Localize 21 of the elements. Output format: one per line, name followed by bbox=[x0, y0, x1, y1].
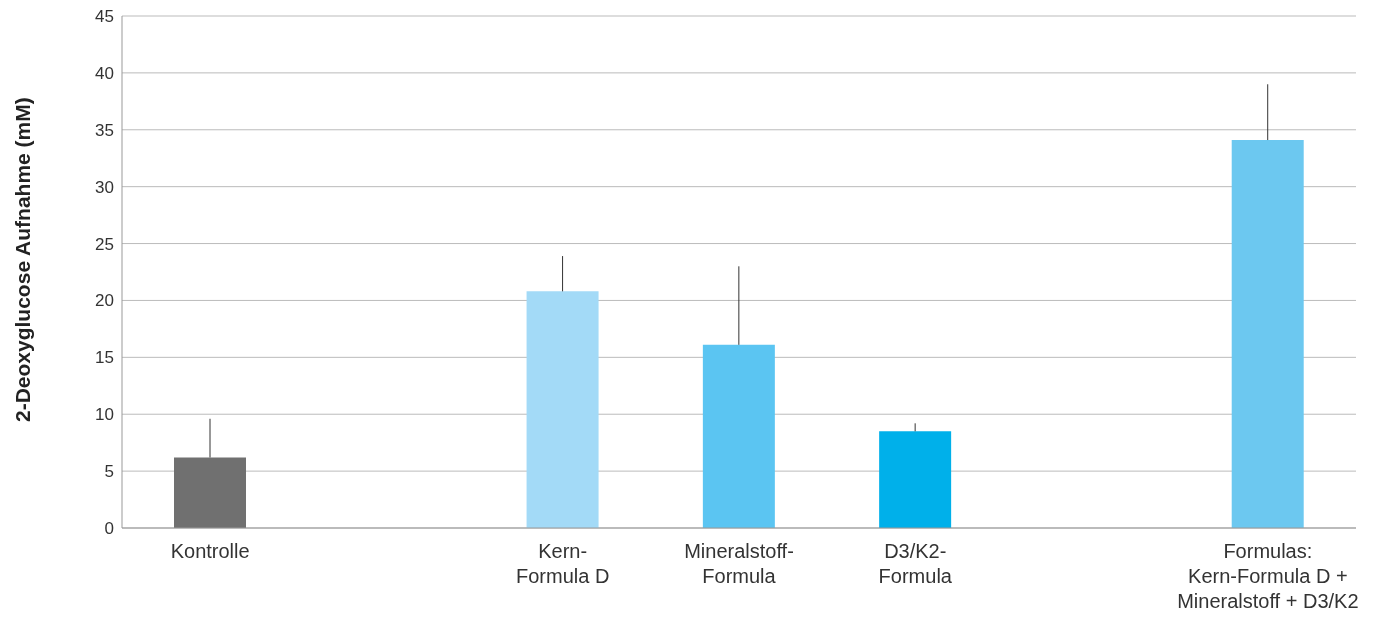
y-axis-title: 2-Deoxyglucose Aufnahme (mM) bbox=[11, 97, 35, 422]
y-tick-label: 5 bbox=[104, 462, 114, 482]
y-tick-label: 15 bbox=[95, 348, 114, 368]
bar bbox=[1231, 140, 1304, 528]
y-tick-label: 45 bbox=[95, 7, 114, 27]
x-tick-label: D3/K2- Formula bbox=[878, 540, 953, 587]
y-tick-label: 10 bbox=[95, 405, 114, 425]
y-tick-label: 35 bbox=[95, 120, 114, 140]
y-tick-label: 25 bbox=[95, 234, 114, 254]
x-tick-label: Kontrolle bbox=[170, 540, 250, 562]
bar bbox=[526, 291, 599, 528]
bar bbox=[879, 431, 952, 528]
x-tick-label: Mineralstoff- Formula bbox=[684, 540, 794, 587]
y-tick-label: 30 bbox=[95, 177, 114, 197]
bar bbox=[174, 457, 246, 528]
y-tick-label: 20 bbox=[95, 291, 114, 311]
x-tick-label: Formulas: Kern-Formula D + Mineralstoff + D3/K2 bbox=[1177, 540, 1359, 612]
y-tick-label: 40 bbox=[95, 63, 114, 83]
x-tick-label: Kern- Formula D bbox=[516, 540, 610, 587]
bar bbox=[702, 344, 775, 528]
y-tick-label: 0 bbox=[104, 519, 114, 539]
